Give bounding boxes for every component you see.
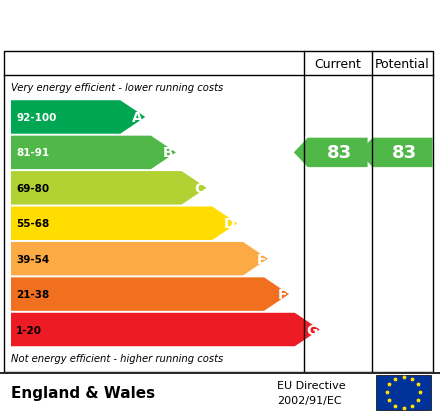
- Text: Potential: Potential: [375, 57, 430, 71]
- Text: 21-38: 21-38: [16, 290, 50, 299]
- Text: 2002/91/EC: 2002/91/EC: [277, 395, 342, 405]
- Text: 83: 83: [327, 144, 352, 162]
- Bar: [376, 375, 431, 410]
- Text: Energy Efficiency Rating: Energy Efficiency Rating: [11, 14, 299, 34]
- Text: D: D: [224, 217, 235, 231]
- Text: EU Directive: EU Directive: [277, 380, 346, 390]
- Text: Very energy efficient - lower running costs: Very energy efficient - lower running co…: [11, 83, 223, 93]
- Text: 1-20: 1-20: [16, 325, 42, 335]
- Polygon shape: [11, 313, 320, 347]
- Text: B: B: [163, 146, 174, 160]
- Polygon shape: [11, 278, 289, 311]
- Text: E: E: [256, 252, 266, 266]
- Text: Not energy efficient - higher running costs: Not energy efficient - higher running co…: [11, 353, 223, 363]
- Text: G: G: [306, 323, 318, 337]
- Text: C: C: [194, 181, 205, 195]
- Text: England & Wales: England & Wales: [11, 385, 155, 400]
- Polygon shape: [11, 172, 207, 205]
- Text: 55-68: 55-68: [16, 219, 50, 229]
- Polygon shape: [359, 138, 433, 168]
- Polygon shape: [11, 242, 268, 276]
- Text: 83: 83: [392, 144, 418, 162]
- Text: F: F: [277, 287, 287, 301]
- Text: 69-80: 69-80: [16, 183, 49, 193]
- Polygon shape: [11, 136, 176, 170]
- Text: A: A: [132, 111, 143, 125]
- Text: 92-100: 92-100: [16, 113, 57, 123]
- Polygon shape: [294, 138, 367, 168]
- Text: Current: Current: [314, 57, 361, 71]
- Text: 81-91: 81-91: [16, 148, 49, 158]
- Polygon shape: [11, 207, 237, 240]
- Polygon shape: [11, 101, 145, 134]
- Text: 39-54: 39-54: [16, 254, 50, 264]
